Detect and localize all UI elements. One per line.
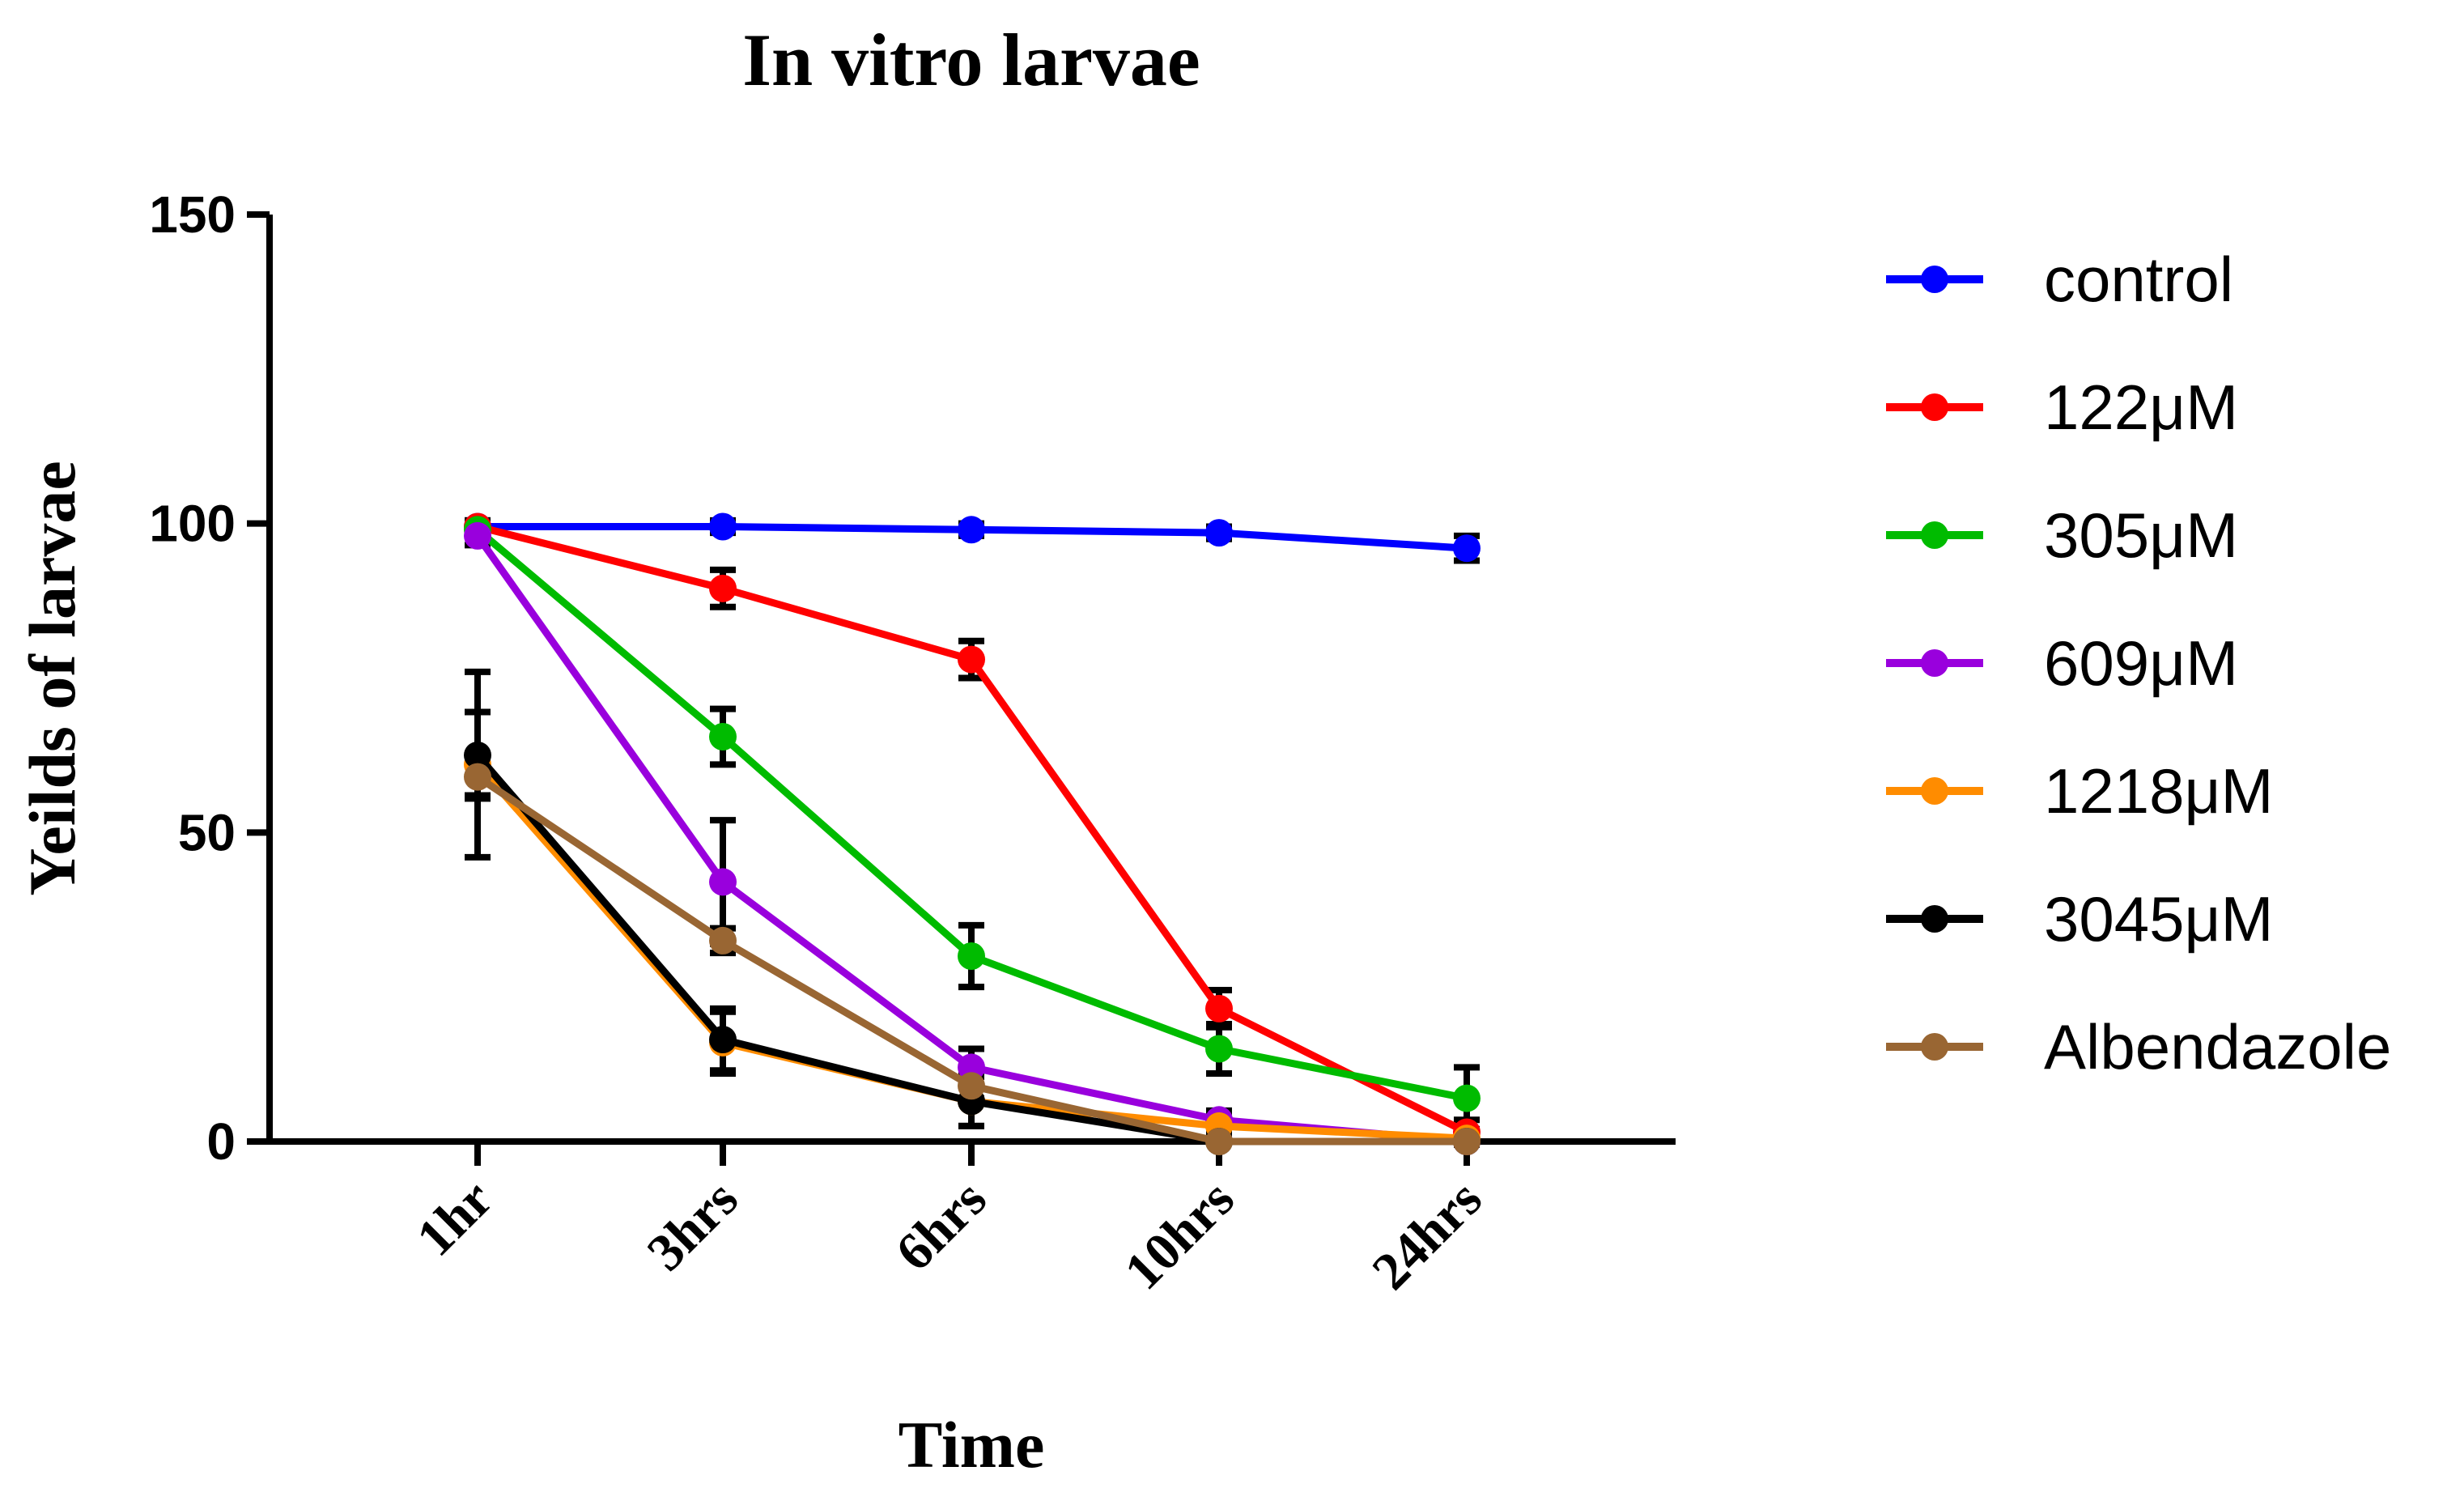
data-point: [1205, 519, 1233, 547]
legend-label: 305μM: [2044, 500, 2238, 571]
legend-label: control: [2044, 244, 2233, 315]
data-point: [1205, 1128, 1233, 1155]
legend-marker: [1921, 521, 1948, 549]
data-point: [1453, 534, 1481, 563]
data-point: [709, 1026, 737, 1054]
data-point: [464, 741, 491, 769]
legend-label: 609μM: [2044, 627, 2238, 699]
data-point: [709, 926, 737, 954]
x-tick-label: 1hr: [406, 1169, 504, 1268]
legend-marker: [1921, 266, 1948, 293]
data-point: [958, 942, 985, 970]
legend-marker: [1921, 905, 1948, 933]
legend-label: 1218μM: [2044, 755, 2273, 827]
legend-marker: [1921, 1033, 1948, 1061]
x-tick-label: 3hrs: [636, 1169, 750, 1282]
y-tick-label: 50: [178, 803, 236, 861]
y-axis-label: Yeilds of larvae: [15, 461, 89, 895]
x-tick-label: 6hrs: [885, 1169, 998, 1282]
data-point: [709, 574, 737, 602]
y-tick-label: 0: [206, 1112, 236, 1171]
x-tick-label: 10hrs: [1113, 1169, 1245, 1301]
data-point: [1205, 1035, 1233, 1063]
x-tick-label: 24hrs: [1361, 1169, 1493, 1301]
legend: control 122μM 305μM 609μM 1218μM 3045μM Albend…: [1886, 244, 2391, 1082]
plot-area: 0 50 100 150 1hr 3hrs 6hrs 10hrs 24hrs: [149, 185, 1676, 1301]
legend-label: Albendazole: [2044, 1011, 2391, 1082]
legend-label: 122μM: [2044, 372, 2238, 443]
series-line-1: [476, 523, 1469, 1136]
y-tick-label: 150: [149, 185, 236, 244]
series-line-2: [475, 526, 1468, 1102]
data-point: [709, 868, 737, 896]
data-point: [1205, 994, 1233, 1022]
data-point: [709, 512, 737, 541]
data-point: [464, 763, 491, 791]
legend-marker: [1921, 777, 1948, 805]
legend-marker: [1921, 393, 1948, 421]
data-point: [709, 723, 737, 751]
data-point: [464, 521, 491, 550]
data-point: [958, 1072, 985, 1100]
data-point: [1453, 1128, 1481, 1155]
data-point: [958, 516, 985, 544]
data-point: [958, 645, 985, 674]
x-axis-label: Time: [899, 1408, 1045, 1482]
legend-label: 3045μM: [2044, 883, 2273, 954]
legend-marker: [1921, 649, 1948, 677]
chart-title: In vitro larvae: [742, 19, 1200, 101]
data-point: [1453, 1084, 1481, 1112]
y-tick-label: 100: [149, 495, 236, 553]
